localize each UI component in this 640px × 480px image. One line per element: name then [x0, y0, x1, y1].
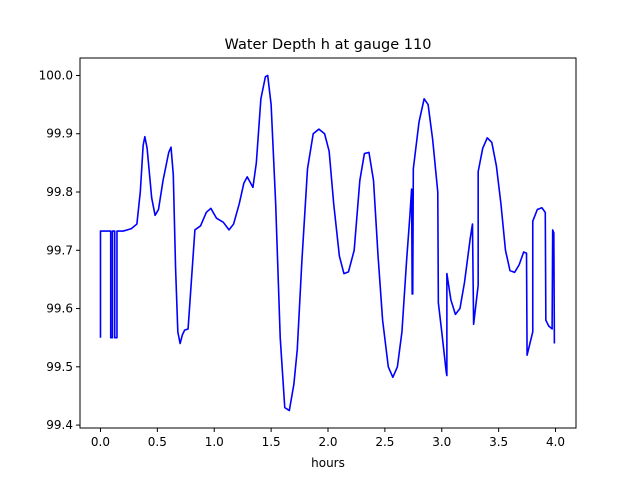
x-tick-label: 3.5 — [489, 435, 508, 449]
x-axis-label: hours — [311, 456, 345, 470]
plot-area — [80, 58, 576, 428]
x-tick-label: 1.5 — [262, 435, 281, 449]
y-tick-label: 99.9 — [46, 127, 73, 141]
y-axis: 99.4 99.5 99.6 99.7 99.8 99.9 100.0 — [39, 68, 80, 432]
x-tick-label: 0.0 — [91, 435, 110, 449]
series-layer — [99, 74, 556, 412]
x-axis: 0.0 0.5 1.0 1.5 2.0 2.5 3.0 3.5 4.0 — [91, 428, 565, 449]
y-tick-label: 99.7 — [46, 243, 73, 257]
x-tick-label: 1.0 — [205, 435, 224, 449]
chart-title: Water Depth h at gauge 110 — [225, 37, 432, 53]
y-tick-label: 99.8 — [46, 185, 73, 199]
x-tick-label: 2.0 — [318, 435, 337, 449]
x-tick-label: 0.5 — [148, 435, 167, 449]
y-tick-label: 99.5 — [46, 360, 73, 374]
x-tick-label: 4.0 — [546, 435, 565, 449]
x-tick-label: 2.5 — [375, 435, 394, 449]
y-tick-label: 99.4 — [46, 418, 73, 432]
water-depth-series-line — [99, 74, 556, 412]
y-tick-label: 100.0 — [39, 68, 73, 82]
y-tick-label: 99.6 — [46, 302, 73, 316]
x-tick-label: 3.0 — [432, 435, 451, 449]
